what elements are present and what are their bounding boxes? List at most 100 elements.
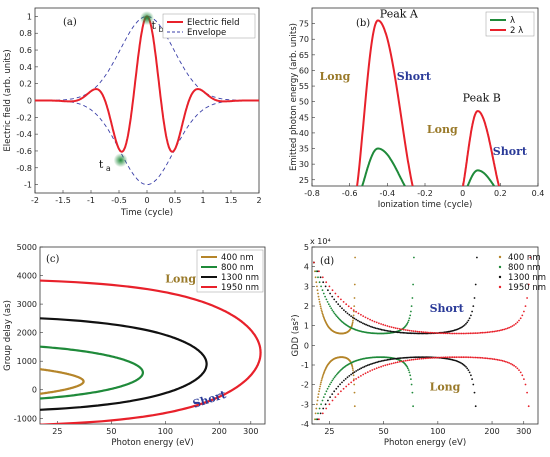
gdd-point <box>391 330 393 333</box>
y-tick-label: -1000 <box>14 414 37 423</box>
lambda-peak-b <box>466 169 496 186</box>
gdd-point <box>521 314 524 317</box>
two-lambda-peak-a <box>356 19 414 186</box>
gdd-point <box>362 366 364 369</box>
legend-item: λ <box>510 16 515 26</box>
gdd-point <box>510 362 512 365</box>
gdd-point <box>466 367 469 370</box>
gdd-point <box>409 356 412 359</box>
gdd-point <box>315 270 318 273</box>
gdd-point <box>513 324 515 326</box>
legend-item: 800 nm <box>221 263 254 273</box>
gdd-point <box>378 366 380 369</box>
gdd-point <box>380 365 382 368</box>
gdd-point <box>382 359 384 362</box>
gdd-point <box>330 381 333 384</box>
panel-label: (c) <box>46 254 60 265</box>
gdd-point <box>322 396 325 398</box>
gdd-point <box>433 356 436 359</box>
x-tick-label: 100 <box>158 427 173 436</box>
gdd-point <box>371 319 374 322</box>
gdd-point <box>318 270 320 273</box>
gdd-point <box>498 329 501 332</box>
gdd-point <box>459 356 461 359</box>
gdd-point <box>357 376 360 379</box>
gdd-point <box>335 315 338 317</box>
gdd-point <box>327 385 330 388</box>
gdd-point <box>400 360 403 363</box>
gdd-point <box>506 327 509 330</box>
gdd-point <box>420 356 423 359</box>
gdd-point <box>333 390 336 393</box>
gdd-point <box>403 332 406 334</box>
gdd-point <box>360 313 362 316</box>
y-tick-label: -3 <box>301 400 309 409</box>
gdd-point <box>408 317 411 320</box>
gdd-point <box>473 332 475 335</box>
gdd-point <box>446 356 449 359</box>
y-tick-label: -1 <box>301 361 309 370</box>
gdd-point <box>324 285 327 288</box>
gdd-point <box>471 310 473 313</box>
gdd-point <box>416 356 418 359</box>
gdd-point <box>467 356 470 359</box>
gdd-point <box>413 356 416 359</box>
gdd-point <box>318 301 321 303</box>
gdd-point <box>466 321 469 324</box>
gdd-point <box>488 357 491 360</box>
gdd-point <box>420 332 423 335</box>
long-label-2: Long <box>427 123 458 136</box>
gdd-point <box>393 331 396 333</box>
gdd-point <box>394 327 397 329</box>
gdd-point <box>412 330 415 332</box>
gdd-point <box>366 317 369 320</box>
gdd-point <box>495 330 497 333</box>
gdd-point <box>331 379 334 382</box>
gdd-point <box>331 399 334 402</box>
gdd-point <box>353 310 355 313</box>
x-tick-label: 0.5 <box>169 196 182 205</box>
gdd-point <box>357 312 360 315</box>
gdd-point <box>483 331 485 334</box>
gdd-point <box>313 261 315 264</box>
gdd-point <box>341 307 343 310</box>
gdd-point <box>321 378 323 380</box>
gdd-point <box>348 375 351 377</box>
gdd-point <box>442 356 445 359</box>
group-delay-curve <box>40 279 262 424</box>
gdd-point <box>402 328 405 331</box>
gdd-point <box>412 358 415 361</box>
gdd-point <box>376 361 378 364</box>
gdd-point <box>471 378 473 380</box>
x-axis-label: Time (cycle) <box>120 208 173 218</box>
gdd-point <box>320 403 322 406</box>
x-tick-label: 0.2 <box>494 189 507 198</box>
gdd-point <box>316 399 319 402</box>
gdd-point <box>426 331 428 334</box>
gdd-point <box>486 331 489 334</box>
gdd-point <box>320 381 322 384</box>
gdd-point <box>383 329 386 332</box>
gdd-point <box>376 327 378 330</box>
gdd-point <box>411 391 414 394</box>
gdd-point <box>488 331 491 333</box>
gdd-point <box>474 332 477 334</box>
gdd-point <box>379 360 381 363</box>
gdd-point <box>465 322 467 325</box>
gdd-point <box>316 403 318 406</box>
gdd-point <box>398 328 401 330</box>
gdd-point <box>318 407 321 410</box>
gdd-point <box>313 427 315 429</box>
gdd-point <box>412 283 414 286</box>
gdd-point <box>404 359 407 362</box>
gdd-point <box>410 378 412 380</box>
legend-swatch <box>498 275 502 279</box>
gdd-point <box>446 332 449 335</box>
y-tick-label: 0.8 <box>19 29 32 38</box>
gdd-point <box>453 332 456 335</box>
gdd-point <box>400 328 403 331</box>
x-tick-label: 100 <box>430 427 445 436</box>
gdd-point <box>439 356 441 359</box>
gdd-point <box>416 358 419 360</box>
long-label: Long <box>430 381 461 394</box>
